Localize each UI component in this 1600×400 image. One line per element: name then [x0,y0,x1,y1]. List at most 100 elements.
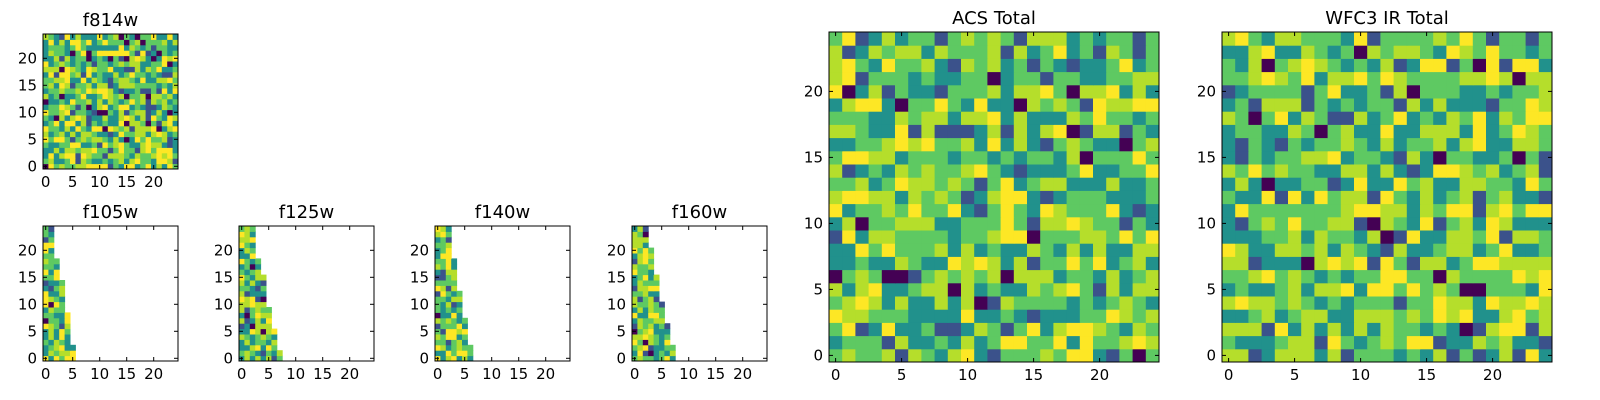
heatmap-cell [1261,309,1276,323]
heatmap-cell [895,309,909,323]
heatmap-cell [648,269,655,276]
heatmap-cell [435,258,441,265]
heatmap-cell [53,136,60,143]
heatmap-cell [59,77,66,84]
x-tick-label: 5 [897,366,907,384]
heatmap-cell [48,131,55,138]
heatmap-cell [244,280,251,286]
heatmap-cell [1093,269,1107,284]
heatmap-cell [829,256,843,271]
heatmap-cell [881,190,896,205]
y-tick-label: 15 [18,76,37,94]
heatmap-cell [648,312,655,319]
heatmap-cell [934,71,949,86]
x-tick-label: 15 [1417,366,1436,384]
heatmap-cell [161,77,168,84]
heatmap-cell [1340,124,1355,139]
heatmap-cell [249,226,256,232]
heatmap-cell [239,296,245,303]
heatmap-cell [244,274,251,281]
heatmap-cell [260,344,267,351]
heatmap-cell [70,55,76,62]
heatmap-cell [1314,98,1329,112]
heatmap-cell [895,256,909,271]
heatmap-cell [107,104,114,111]
heatmap-cell [1132,150,1147,165]
heatmap-cell [445,290,452,297]
heatmap-cell [1340,32,1355,46]
heatmap-cell [1406,282,1421,297]
heatmap-cell [1393,216,1408,231]
heatmap-cell [140,55,147,62]
heatmap-cell [961,150,975,165]
heatmap-cell [1367,309,1381,323]
heatmap-cell [1406,150,1421,165]
heatmap-cell [1340,190,1355,205]
y-tick-label: 20 [1197,82,1216,100]
heatmap-cell [1420,124,1434,139]
heatmap-cell [64,34,71,40]
heatmap-cell [1013,348,1028,363]
heatmap-cell [868,177,883,191]
heatmap-cell [462,328,468,335]
heatmap-cell [134,152,141,159]
heatmap-cell [1053,98,1068,112]
heatmap-cell [934,124,949,139]
heatmap-cell [934,230,949,244]
heatmap-cell [1512,32,1527,46]
heatmap-cell [48,82,55,89]
heatmap-cell [1040,203,1054,218]
heatmap-cell [1486,177,1500,191]
heatmap-cell [1499,111,1513,125]
heatmap-cell [43,131,49,138]
heatmap-cell [1106,177,1120,191]
heatmap-cell [1538,230,1553,244]
heatmap-cell [1106,243,1120,257]
heatmap-cell [1367,177,1381,191]
heatmap-cell [947,256,962,271]
heatmap-cell [1433,322,1447,337]
heatmap-cell [75,93,82,100]
heatmap-cell [107,66,114,73]
heatmap-cell [451,274,458,281]
heatmap-cell [53,290,60,297]
heatmap-cell [934,58,949,73]
heatmap-cell [129,61,136,67]
heatmap-cell [249,355,256,362]
heatmap-cell [70,44,76,51]
heatmap-cell [59,323,66,330]
heatmap-cell [1274,243,1289,257]
heatmap-cell [107,88,114,94]
heatmap-cell [974,269,988,284]
heatmap-cell [1066,164,1081,178]
heatmap-cell [86,71,93,78]
heatmap-cell [43,350,49,357]
heatmap-cell [1288,190,1302,205]
heatmap-cell [151,61,157,67]
heatmap-cell [1053,137,1068,152]
heatmap-cell [1393,282,1408,297]
heatmap-cell [1393,32,1408,46]
heatmap-cell [43,285,49,292]
heatmap-cell [255,339,262,346]
heatmap-cell [43,115,49,121]
heatmap-cell [1079,58,1094,73]
heatmap-cell [1235,124,1249,139]
heatmap-cell [659,334,665,340]
heatmap-cell [53,344,60,351]
heatmap-cell [1222,230,1236,244]
heatmap-cell [70,344,76,351]
heatmap-cell [59,104,66,111]
heatmap-cell [70,50,76,57]
heatmap-cell [1222,71,1236,86]
heatmap-cell [1472,322,1487,337]
heatmap-cell [445,307,452,313]
y-tick-label: 5 [27,130,37,148]
heatmap-cell [1222,348,1236,363]
heatmap-cell [64,77,71,84]
heatmap-cell [1393,177,1408,191]
heatmap-cell [855,243,870,257]
heatmap-cell [249,231,256,238]
x-tick-label: 0 [237,365,247,383]
heatmap-cell [118,93,125,100]
